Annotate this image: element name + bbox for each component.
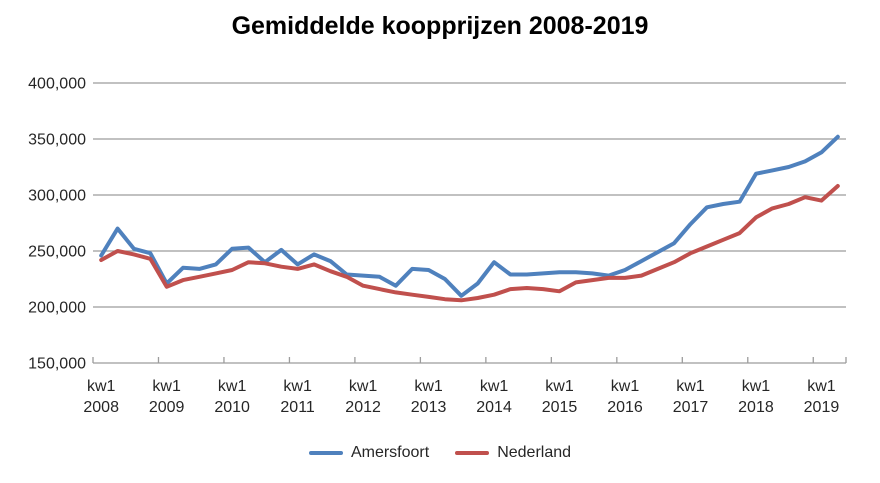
- x-tick-label: kw1 2015: [542, 378, 578, 416]
- chart-legend: Amersfoort Nederland: [0, 444, 880, 462]
- legend-swatch-nederland: [455, 451, 490, 455]
- legend-label-amersfoort: Amersfoort: [350, 444, 430, 461]
- x-tick-label: kw1 2011: [280, 378, 315, 416]
- y-tick-label: 350,000: [28, 132, 86, 149]
- series-line-nederland: [99, 184, 840, 303]
- x-tick-label: kw1 2016: [607, 378, 643, 416]
- x-tick-label: kw1 2019: [804, 378, 840, 416]
- x-tick-label: kw1 2014: [476, 378, 512, 416]
- legend-label-nederland: Nederland: [497, 444, 572, 461]
- y-tick-label: 150,000: [28, 356, 86, 373]
- y-tick-label: 400,000: [28, 76, 86, 93]
- y-axis-labels: 150,000 200,000 250,000 300,000 350,000 400,0…: [28, 76, 86, 373]
- x-tick-label: kw1 2010: [214, 378, 250, 416]
- y-tick-label: 300,000: [28, 188, 86, 205]
- legend-item-nederland: Nederland: [455, 444, 571, 462]
- y-tick-label: 200,000: [28, 300, 86, 317]
- y-tick-label: 250,000: [28, 244, 86, 261]
- x-tick-label: kw1 2008: [83, 378, 119, 416]
- chart-title: Gemiddelde koopprijzen 2008-2019: [231, 12, 649, 40]
- x-tick-label: kw1 2018: [738, 378, 774, 416]
- legend-swatch-amersfoort: [308, 451, 343, 455]
- legend-item-amersfoort: Amersfoort: [308, 444, 430, 462]
- series-line-amersfoort: [99, 134, 840, 298]
- x-tick-label: kw1 2017: [673, 378, 709, 416]
- x-axis-labels: kw1 2008 kw1 2009 kw1 2010 kw1 2011 kw1 2012 kw1 20…: [83, 378, 839, 416]
- x-axis-ticks: [92, 357, 847, 363]
- x-tick-label: kw1 2012: [345, 378, 381, 416]
- gridlines: [93, 82, 846, 364]
- x-tick-label: kw1 2013: [411, 378, 447, 416]
- x-tick-label: kw1 2009: [149, 378, 185, 416]
